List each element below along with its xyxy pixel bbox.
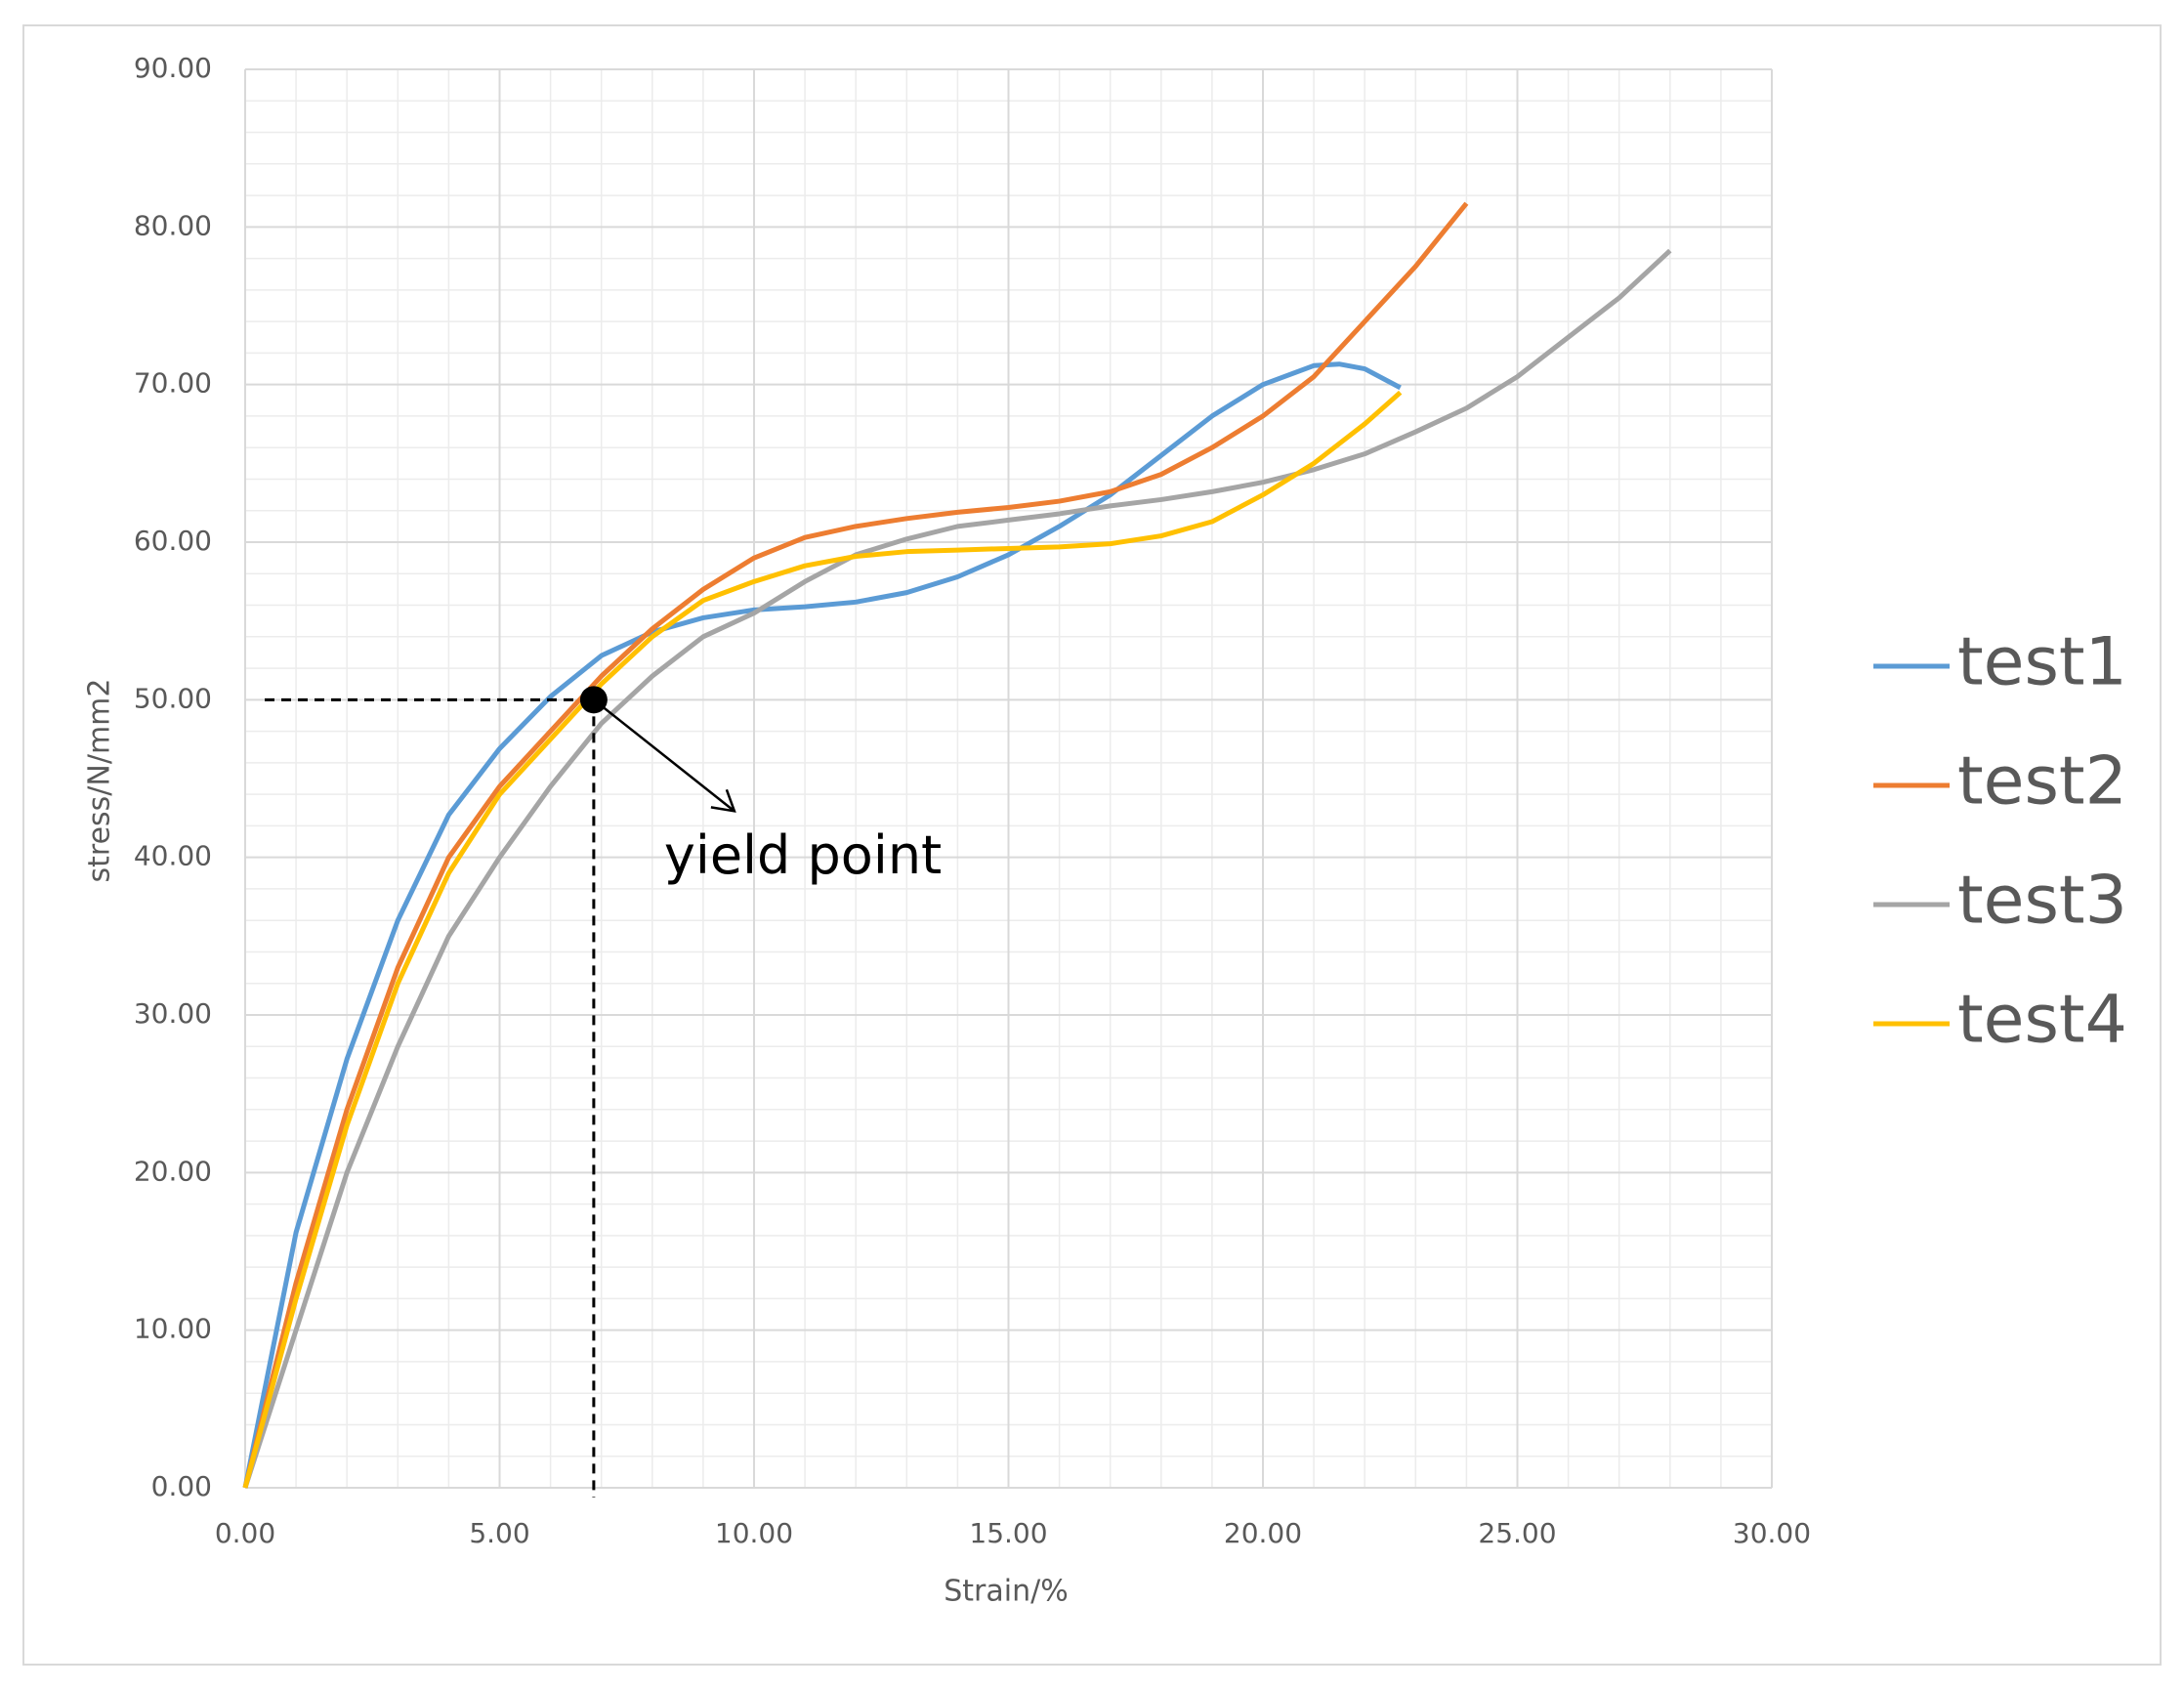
- chart-border: [22, 24, 2162, 1666]
- series-line: [242, 361, 1402, 1489]
- annotation-point: [579, 686, 608, 714]
- series-line: [242, 248, 1672, 1489]
- series-line: [242, 390, 1403, 1489]
- y-tick-label: 30.00: [134, 997, 212, 1030]
- y-tick-label: 90.00: [134, 52, 212, 84]
- x-tick-label: 30.00: [1733, 1517, 1811, 1549]
- series-line: [242, 201, 1469, 1489]
- y-tick-label: 60.00: [134, 525, 212, 557]
- x-tick-label: 20.00: [1224, 1517, 1302, 1549]
- y-axis-title: stress/N/mm2: [83, 679, 117, 883]
- x-tick-label: 0.00: [215, 1517, 275, 1549]
- annotation-text: yield point: [664, 824, 942, 886]
- x-axis-title: Strain/%: [944, 1575, 1069, 1609]
- y-tick-label: 10.00: [134, 1313, 212, 1345]
- legend-label: test4: [1957, 982, 2127, 1059]
- x-tick-label: 25.00: [1478, 1517, 1556, 1549]
- arrow: [593, 698, 735, 813]
- x-tick-label: 10.00: [715, 1517, 793, 1549]
- x-tick-label: 5.00: [469, 1517, 529, 1549]
- legend-label: test1: [1957, 624, 2127, 701]
- y-tick-label: 20.00: [134, 1155, 212, 1187]
- y-tick-label: 50.00: [134, 682, 212, 714]
- x-tick-label: 15.00: [969, 1517, 1047, 1549]
- y-tick-label: 40.00: [134, 840, 212, 872]
- y-tick-label: 70.00: [134, 367, 212, 400]
- legend-label: test3: [1957, 863, 2127, 940]
- arrow-head: [710, 788, 736, 813]
- y-tick-label: 0.00: [151, 1470, 212, 1502]
- y-tick-label: 80.00: [134, 209, 212, 241]
- legend-label: test2: [1957, 743, 2127, 821]
